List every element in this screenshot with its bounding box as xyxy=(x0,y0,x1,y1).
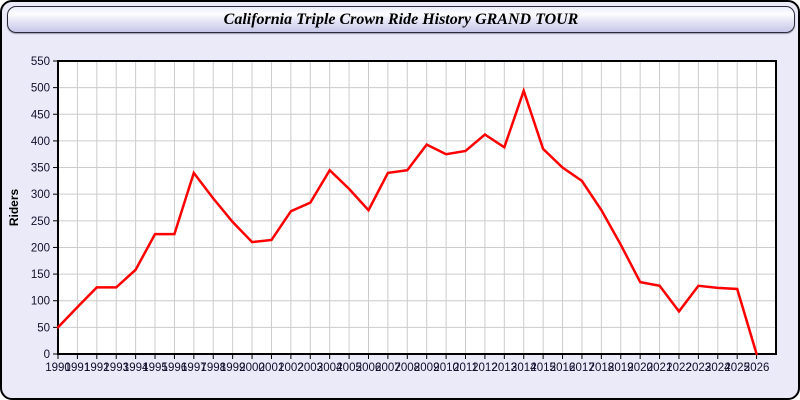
x-tick-label: 2021 xyxy=(647,362,673,374)
title-bar: California Triple Crown Ride History GRA… xyxy=(7,6,795,33)
y-tick-label: 350 xyxy=(31,163,50,175)
x-tick-label: 2011 xyxy=(453,362,478,374)
x-tick-label: 2018 xyxy=(589,362,615,374)
x-tick-label: 2008 xyxy=(395,362,421,374)
x-tick-label: 2010 xyxy=(433,362,459,374)
y-tick-label: 200 xyxy=(31,242,50,254)
x-tick-label: 2015 xyxy=(530,362,556,374)
x-tick-label: 1991 xyxy=(65,362,91,374)
y-tick-label: 550 xyxy=(31,56,50,68)
x-tick-label: 2013 xyxy=(492,362,518,374)
x-tick-label: 1990 xyxy=(45,362,71,374)
x-tick-label: 2019 xyxy=(608,362,634,374)
y-tick-label: 450 xyxy=(31,109,50,121)
x-tick-label: 2001 xyxy=(259,362,285,374)
x-tick-label: 2000 xyxy=(239,362,265,374)
x-tick-label: 2014 xyxy=(511,362,537,374)
x-tick-label: 2017 xyxy=(569,362,595,374)
riders-data-line xyxy=(56,86,758,356)
x-tick-label: 2020 xyxy=(627,362,653,374)
x-tick-label: 2002 xyxy=(278,362,304,374)
x-tick-label: 2012 xyxy=(472,362,498,374)
x-tick-label: 2007 xyxy=(375,362,401,374)
y-tick-label: 150 xyxy=(31,269,50,281)
x-tick-label: 2025 xyxy=(724,362,750,374)
x-tick-label: 2022 xyxy=(666,362,692,374)
page-title: California Triple Crown Ride History GRA… xyxy=(223,10,579,28)
x-tick-label: 1999 xyxy=(220,362,246,374)
x-tick-label: 1994 xyxy=(123,362,149,374)
x-tick-label: 2026 xyxy=(744,362,770,374)
x-tick-label: 2003 xyxy=(297,362,323,374)
x-tick-label: 1995 xyxy=(142,362,168,374)
y-tick-label: 300 xyxy=(31,189,50,201)
x-tick-label: 2016 xyxy=(550,362,576,374)
y-tick-label: 0 xyxy=(44,349,50,361)
y-tick-label: 100 xyxy=(31,296,50,308)
plot-background xyxy=(58,61,776,354)
x-tick-label: 2004 xyxy=(317,362,343,374)
x-tick-label: 2009 xyxy=(414,362,440,374)
x-tick-label: 2006 xyxy=(356,362,382,374)
x-tick-label: 2024 xyxy=(705,362,731,374)
y-tick-label: 250 xyxy=(31,216,50,228)
x-tick-label: 1996 xyxy=(162,362,188,374)
x-tick-label: 2023 xyxy=(686,362,712,374)
plot-border xyxy=(57,60,777,355)
y-tick-label: 50 xyxy=(37,322,50,334)
y-tick-label: 400 xyxy=(31,136,50,148)
x-tick-label: 1993 xyxy=(103,362,129,374)
y-axis-title: Riders xyxy=(7,189,21,227)
x-tick-label: 1997 xyxy=(181,362,207,374)
x-tick-label: 1992 xyxy=(84,362,110,374)
x-tick-label: 1998 xyxy=(200,362,226,374)
y-tick-label: 500 xyxy=(31,83,50,95)
x-tick-label: 2005 xyxy=(336,362,362,374)
